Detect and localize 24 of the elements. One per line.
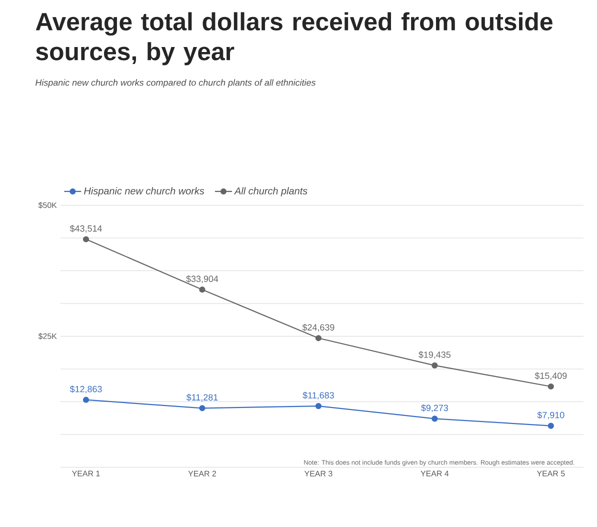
point: [432, 362, 438, 368]
chart-title: Average total dollars received from outside sources, by year: [36, 12, 552, 66]
point: [82, 396, 90, 403]
point: [548, 422, 554, 429]
data-label: $12,863: [70, 386, 102, 394]
point: [548, 383, 554, 390]
point: [199, 405, 206, 412]
data-label: $9,273: [421, 404, 448, 412]
data-label: $7,910: [537, 411, 564, 420]
chart-subtitle: Hispanic new church works compared to church plants of all ethnicities: [35, 79, 316, 88]
legend-label: All church plants: [234, 187, 308, 196]
data-label: $11,683: [302, 392, 334, 400]
data-label: $15,409: [534, 372, 567, 380]
data-label: $43,514: [70, 224, 102, 233]
point: [82, 236, 90, 242]
data-label: $19,435: [418, 351, 450, 359]
point: [199, 286, 206, 293]
data-label: $33,904: [186, 275, 218, 284]
point: [315, 335, 322, 342]
point: [315, 402, 322, 410]
legend-label: Hispanic new church works: [84, 187, 204, 196]
data-label: $11,281: [186, 394, 218, 402]
point: [432, 416, 438, 422]
data-label: $24,639: [302, 324, 334, 332]
